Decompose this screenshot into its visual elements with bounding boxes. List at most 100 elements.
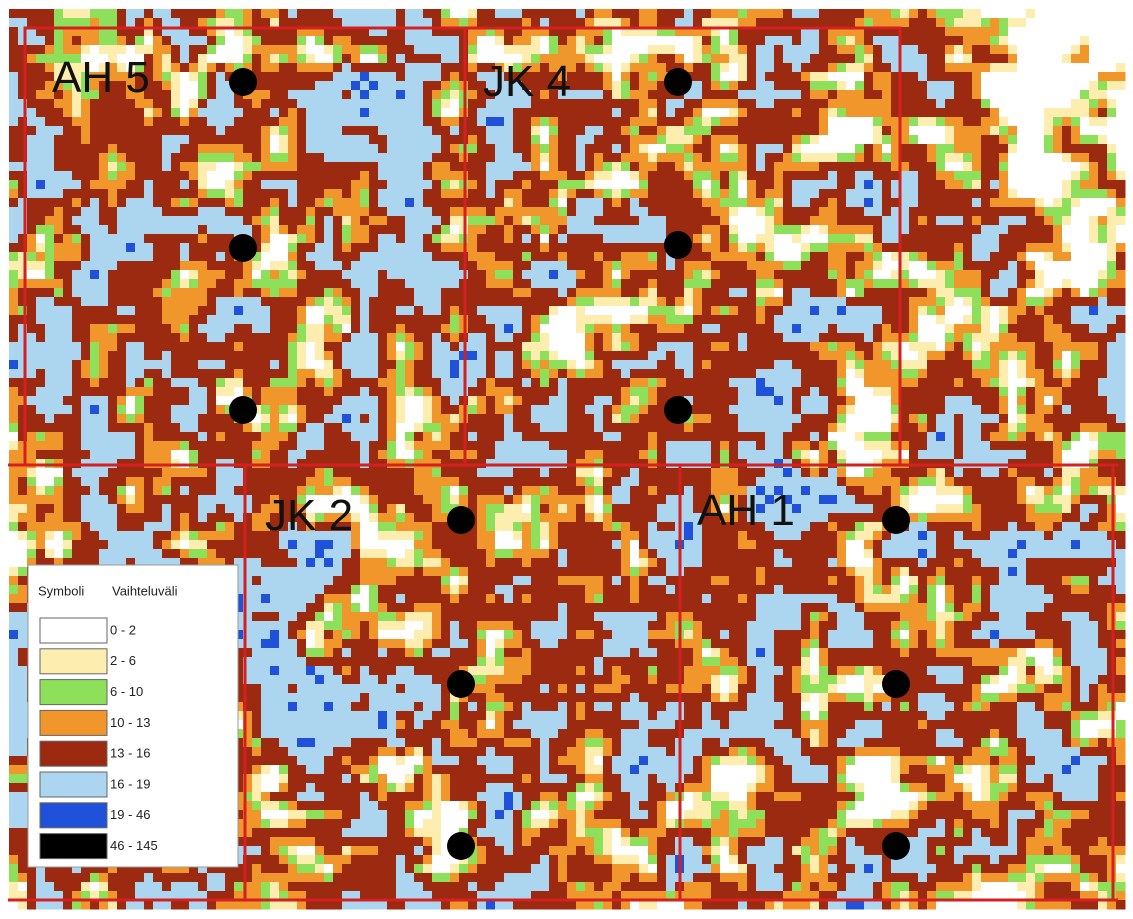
raster-cell — [108, 9, 118, 19]
raster-cell — [1035, 315, 1045, 325]
raster-cell — [252, 297, 262, 307]
raster-cell — [207, 153, 217, 163]
raster-cell — [711, 306, 721, 316]
raster-cell — [585, 72, 595, 82]
raster-cell — [873, 270, 883, 280]
raster-cell — [252, 36, 262, 46]
raster-cell — [612, 189, 622, 199]
raster-cell — [72, 369, 82, 379]
raster-cell — [279, 270, 289, 280]
raster-cell — [999, 207, 1009, 217]
raster-cell — [954, 351, 964, 361]
raster-cell — [648, 36, 658, 46]
raster-cell — [756, 108, 766, 118]
raster-cell — [846, 36, 856, 46]
raster-cell — [621, 54, 631, 64]
raster-cell — [171, 180, 181, 190]
raster-cell — [1116, 324, 1126, 334]
raster-cell — [1062, 117, 1072, 127]
raster-cell — [63, 297, 73, 307]
raster-cell — [1098, 9, 1108, 19]
raster-cell — [117, 324, 127, 334]
raster-cell — [99, 360, 109, 370]
raster-cell — [333, 288, 343, 298]
raster-cell — [288, 108, 298, 118]
raster-cell — [1107, 54, 1117, 64]
raster-cell — [513, 36, 523, 46]
raster-cell — [1107, 270, 1117, 280]
raster-cell — [909, 36, 919, 46]
raster-cell — [1008, 279, 1018, 289]
raster-cell — [54, 108, 64, 118]
raster-cell — [972, 297, 982, 307]
raster-cell — [81, 243, 91, 253]
raster-cell — [324, 36, 334, 46]
raster-cell — [369, 135, 379, 145]
raster-cell — [360, 81, 370, 91]
raster-cell — [801, 153, 811, 163]
raster-cell — [702, 216, 712, 226]
raster-cell — [117, 153, 127, 163]
raster-cell — [108, 117, 118, 127]
raster-cell — [135, 243, 145, 253]
raster-cell — [315, 351, 325, 361]
raster-cell — [783, 162, 793, 172]
raster-cell — [315, 153, 325, 163]
raster-cell — [72, 324, 82, 334]
raster-cell — [585, 243, 595, 253]
raster-cell — [747, 153, 757, 163]
raster-cell — [162, 261, 172, 271]
raster-cell — [126, 225, 136, 235]
raster-cell — [360, 333, 370, 343]
raster-cell — [1107, 261, 1117, 271]
raster-cell — [792, 324, 802, 334]
raster-cell — [1044, 198, 1054, 208]
raster-cell — [621, 261, 631, 271]
raster-cell — [468, 243, 478, 253]
raster-cell — [720, 135, 730, 145]
raster-cell — [873, 252, 883, 262]
raster-cell — [396, 279, 406, 289]
raster-cell — [441, 90, 451, 100]
raster-cell — [270, 315, 280, 325]
raster-cell — [261, 351, 271, 361]
raster-cell — [441, 198, 451, 208]
raster-cell — [882, 270, 892, 280]
raster-cell — [675, 270, 685, 280]
raster-cell — [639, 135, 649, 145]
raster-cell — [135, 198, 145, 208]
raster-cell — [1026, 351, 1036, 361]
raster-cell — [720, 54, 730, 64]
raster-cell — [585, 198, 595, 208]
raster-cell — [549, 342, 559, 352]
raster-cell — [441, 234, 451, 244]
raster-cell — [306, 153, 316, 163]
raster-cell — [963, 126, 973, 136]
raster-cell — [234, 108, 244, 118]
raster-cell — [243, 333, 253, 343]
raster-cell — [1017, 288, 1027, 298]
raster-cell — [576, 99, 586, 109]
raster-cell — [909, 333, 919, 343]
raster-cell — [423, 288, 433, 298]
raster-cell — [495, 189, 505, 199]
raster-cell — [387, 171, 397, 181]
raster-cell — [594, 45, 604, 55]
raster-cell — [549, 126, 559, 136]
raster-cell — [693, 333, 703, 343]
raster-cell — [126, 117, 136, 127]
raster-cell — [531, 108, 541, 118]
raster-cell — [153, 180, 163, 190]
raster-cell — [540, 216, 550, 226]
raster-cell — [576, 252, 586, 262]
raster-cell — [243, 270, 253, 280]
raster-cell — [495, 225, 505, 235]
raster-cell — [1089, 198, 1099, 208]
raster-cell — [171, 216, 181, 226]
raster-cell — [522, 189, 532, 199]
raster-cell — [1053, 360, 1063, 370]
raster-cell — [1044, 90, 1054, 100]
raster-cell — [684, 216, 694, 226]
raster-cell — [234, 306, 244, 316]
raster-cell — [198, 225, 208, 235]
